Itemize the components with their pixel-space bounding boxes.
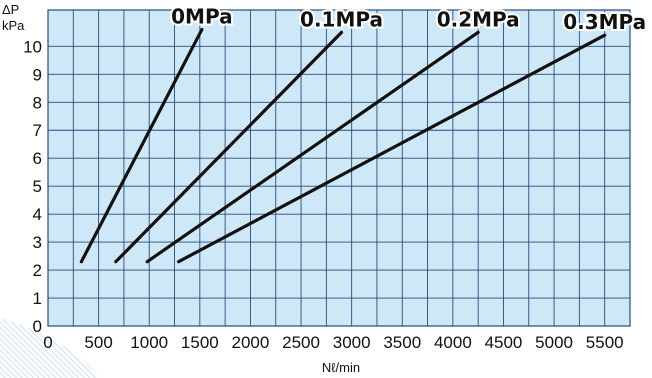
y-tick-label: 7: [33, 121, 42, 140]
y-tick-label: 3: [33, 233, 42, 252]
y-tick-label: 5: [33, 177, 42, 196]
series-line-0.3MPa: [176, 33, 607, 264]
series-label-0.3MPa: 0.3MPa: [563, 10, 646, 34]
y-axis-label-unit: kPa: [2, 18, 25, 33]
x-tick-label: 5000: [535, 333, 573, 352]
x-tick-label: 4500: [485, 333, 523, 352]
x-tick-label: 0: [43, 333, 52, 352]
y-tick-label: 9: [33, 65, 42, 84]
series-labels: 0MPa 0.1MPa 0.2MPa 0.3MPa: [169, 3, 648, 37]
y-axis-label-symbol: ΔP: [2, 2, 19, 17]
y-tick-label: 0: [33, 317, 42, 336]
x-tick-labels: 0 500 1000 1500 2000 2500 3000 3500 4000 4500 5000…: [43, 333, 623, 352]
x-tick-label: 4000: [434, 333, 472, 352]
x-tick-label: 1000: [130, 333, 168, 352]
series-label-0MPa: 0MPa: [171, 5, 232, 29]
y-tick-label: 1: [33, 289, 42, 308]
x-tick-label: 1500: [181, 333, 219, 352]
x-tick-label: 500: [84, 333, 112, 352]
series-line-0.1MPa: [114, 30, 344, 264]
y-tick-label: 8: [33, 93, 42, 112]
series-line-0.2MPa: [145, 30, 480, 264]
x-tick-label: 2500: [282, 333, 320, 352]
series-label-0.2MPa: 0.2MPa: [437, 7, 520, 31]
series-label-0.1MPa: 0.1MPa: [300, 7, 383, 31]
y-tick-label: 10: [23, 37, 42, 56]
series-line-0MPa: [79, 27, 204, 264]
x-tick-label: 3500: [383, 333, 421, 352]
corner-decoration: [0, 318, 100, 378]
y-tick-label: 4: [33, 205, 42, 224]
x-tick-label: 5500: [586, 333, 624, 352]
grid-lines: [48, 10, 630, 326]
y-tick-label: 6: [33, 149, 42, 168]
series-lines: [79, 27, 607, 264]
x-tick-label: 2000: [232, 333, 270, 352]
x-tick-label: 3000: [333, 333, 371, 352]
x-axis-label: Nℓ/min: [322, 360, 360, 375]
y-tick-labels: 0 1 2 3 4 5 6 7 8 9 10: [23, 37, 42, 336]
plot-background: [47, 9, 631, 327]
y-tick-label: 2: [33, 261, 42, 280]
